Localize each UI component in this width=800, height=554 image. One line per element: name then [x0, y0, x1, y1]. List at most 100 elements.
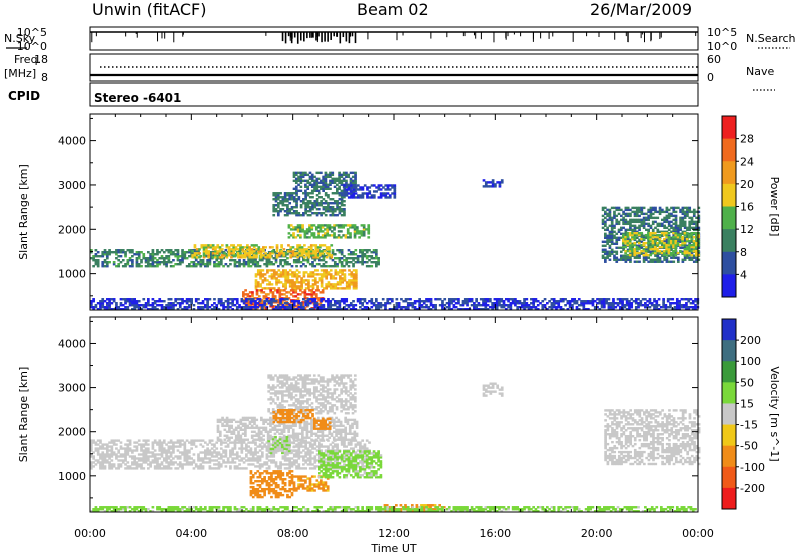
- scatter-cell: [606, 236, 609, 240]
- scatter-cell: [630, 298, 634, 301]
- scatter-cell: [343, 302, 346, 305]
- scatter-cell: [137, 251, 141, 254]
- scatter-cell: [282, 275, 285, 278]
- scatter-cell: [274, 194, 278, 197]
- scatter-cell: [372, 257, 376, 260]
- ground-scatter-cell: [219, 465, 223, 468]
- scatter-cell: [288, 210, 292, 213]
- scatter-cell: [656, 249, 659, 253]
- scatter-cell: [276, 210, 280, 213]
- scatter-cell: [162, 261, 166, 264]
- scatter-cell: [304, 302, 307, 305]
- ground-scatter-cell: [90, 441, 93, 444]
- scatter-cell: [276, 291, 279, 294]
- scatter-cell: [292, 206, 296, 209]
- scatter-cell: [368, 308, 371, 311]
- scatter-cell: [309, 254, 313, 257]
- scatter-cell: [331, 202, 335, 205]
- scatter-cell: [322, 202, 326, 205]
- scatter-cell: [291, 283, 294, 286]
- scatter-cell: [390, 308, 394, 311]
- scatter-cell: [198, 248, 201, 251]
- scatter-cell: [327, 283, 331, 286]
- scatter-cell: [181, 261, 184, 264]
- scatter-cell: [665, 252, 669, 255]
- scatter-cell: [135, 262, 139, 266]
- scatter-cell: [267, 262, 271, 266]
- scatter-cell: [651, 243, 655, 247]
- scatter-cell: [299, 189, 303, 193]
- scatter-cell: [347, 306, 351, 309]
- scatter-cell: [670, 206, 673, 210]
- scatter-cell: [153, 253, 157, 256]
- ground-scatter-cell: [165, 449, 168, 452]
- scatter-cell: [272, 198, 276, 201]
- ground-scatter-cell: [121, 447, 125, 450]
- ground-scatter-cell: [247, 459, 250, 462]
- scatter-cell: [331, 304, 335, 307]
- scatter-cell: [176, 251, 180, 254]
- scatter-cell: [634, 302, 638, 305]
- scatter-cell: [328, 228, 332, 231]
- scatter-cell: [300, 248, 304, 251]
- scatter-cell: [676, 235, 680, 239]
- scatter-cell: [275, 244, 279, 247]
- scatter-cell: [279, 302, 282, 305]
- scatter-cell: [351, 224, 355, 227]
- scatter-cell: [284, 279, 287, 282]
- scatter-cell: [249, 300, 253, 303]
- scatter-cell: [614, 302, 618, 305]
- scatter-cell: [284, 269, 287, 272]
- ground-scatter-cell: [213, 463, 216, 466]
- scatter-cell: [322, 308, 326, 311]
- scatter-cell: [624, 260, 628, 263]
- scatter-cell: [313, 212, 317, 215]
- scatter-cell: [304, 183, 307, 187]
- scatter-cell: [200, 246, 204, 249]
- scatter-cell: [297, 198, 301, 201]
- scatter-cell: [441, 306, 444, 309]
- scatter-cell: [329, 306, 333, 309]
- scatter-cell: [608, 218, 612, 222]
- scatter-cell: [406, 298, 410, 301]
- scatter-cell: [206, 298, 209, 301]
- scatter-cell: [333, 192, 337, 195]
- scatter-cell: [601, 214, 605, 218]
- scatter-cell: [103, 300, 107, 303]
- scatter-cell: [258, 264, 262, 268]
- scatter-cell: [309, 246, 313, 249]
- scatter-cell: [205, 246, 208, 249]
- scatter-cell: [264, 303, 268, 306]
- scatter-cell: [613, 234, 616, 238]
- scatter-cell: [631, 228, 635, 232]
- scatter-cell: [624, 237, 627, 241]
- scatter-cell: [303, 289, 307, 292]
- scatter-cell: [293, 252, 297, 255]
- scatter-cell: [342, 234, 345, 237]
- scatter-cell: [615, 246, 619, 249]
- scatter-cell: [402, 300, 406, 303]
- ground-scatter-cell: [297, 463, 301, 466]
- scatter-cell: [653, 308, 656, 311]
- ground-scatter-cell: [188, 457, 191, 460]
- scatter-cell: [681, 237, 684, 241]
- scatter-cell: [342, 177, 346, 181]
- scatter-cell: [352, 275, 356, 278]
- scatter-cell: [276, 198, 280, 201]
- scatter-cell: [379, 306, 383, 309]
- ground-scatter-cell: [158, 457, 162, 460]
- scatter-cell: [176, 262, 180, 266]
- scatter-cell: [272, 308, 276, 311]
- scatter-cell: [622, 210, 625, 214]
- scatter-cell: [637, 298, 640, 301]
- scatter-cell: [658, 212, 662, 216]
- ground-scatter-cell: [286, 441, 289, 444]
- scatter-cell: [156, 249, 159, 252]
- scatter-cell: [318, 308, 321, 311]
- scatter-cell: [629, 252, 632, 255]
- scatter-cell: [172, 302, 175, 305]
- scatter-cell: [183, 306, 187, 309]
- scatter-cell: [332, 285, 335, 288]
- scatter-cell: [327, 204, 330, 207]
- scatter-cell: [119, 255, 123, 258]
